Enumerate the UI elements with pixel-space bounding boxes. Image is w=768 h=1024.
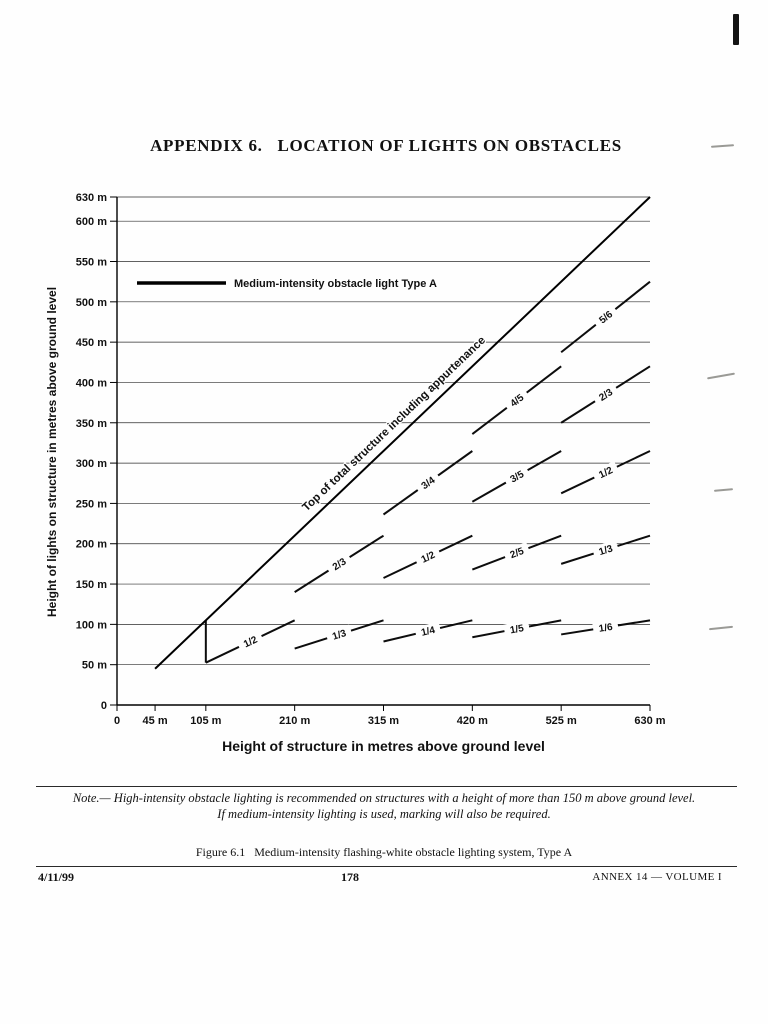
fraction-label: 3/5 bbox=[502, 464, 531, 489]
figure-caption: Figure 6.1 Medium-intensity flashing-whi… bbox=[195, 845, 573, 859]
fraction-label: 2/3 bbox=[325, 551, 354, 577]
y-tick-label: 200 m bbox=[76, 539, 107, 551]
x-tick-label: 630 m bbox=[634, 715, 665, 727]
y-tick-label: 550 m bbox=[76, 257, 107, 269]
x-tick-label: 210 m bbox=[279, 715, 310, 727]
svg-text:Top of total structure includi: Top of total structure including appurte… bbox=[300, 334, 488, 514]
scan-ink-mark bbox=[733, 14, 739, 45]
y-tick-label: 500 m bbox=[76, 297, 107, 309]
note-line-2: If medium-intensity lighting is used, ma… bbox=[217, 806, 551, 821]
fraction-label: 3/4 bbox=[413, 470, 442, 496]
footer-divider bbox=[36, 866, 737, 867]
svg-text:1/3: 1/3 bbox=[331, 628, 348, 643]
x-axis-label: Height of structure in metres above grou… bbox=[222, 738, 545, 754]
x-tick-label: 525 m bbox=[546, 715, 577, 727]
figure-6-1-chart: 0 50 m 100 m 150 m 200 m 250 m 300 m 350 m 400 m… bbox=[76, 192, 666, 727]
y-tick-label: 50 m bbox=[82, 660, 107, 672]
y-tick-label: 100 m bbox=[76, 619, 107, 631]
y-tick-label: 400 m bbox=[76, 377, 107, 389]
x-tick-label: 420 m bbox=[457, 715, 488, 727]
svg-text:1/5: 1/5 bbox=[509, 623, 525, 636]
structure-line-label: Top of total structure including appurte… bbox=[299, 333, 489, 515]
y-tick-label: 350 m bbox=[76, 418, 107, 430]
footer-document-title: ANNEX 14 — VOLUME I bbox=[592, 871, 722, 883]
svg-text:1/6: 1/6 bbox=[598, 622, 614, 635]
note-text: Note.— High-intensity obstacle lighting … bbox=[20, 791, 748, 822]
y-tick-label: 450 m bbox=[76, 337, 107, 349]
fraction-label: 4/5 bbox=[502, 387, 531, 413]
structure-line bbox=[154, 196, 651, 670]
chart-axes: 0 50 m 100 m 150 m 200 m 250 m 300 m 350 m 400 m… bbox=[76, 192, 666, 727]
svg-text:1/4: 1/4 bbox=[420, 625, 436, 639]
y-tick-label: 300 m bbox=[76, 458, 107, 470]
legend-label: Medium-intensity obstacle light Type A bbox=[234, 278, 437, 290]
footer-date: 4/11/99 bbox=[38, 870, 75, 884]
fraction-label: 1/2 bbox=[591, 460, 620, 484]
fraction-label: 1/3 bbox=[591, 539, 620, 560]
footer-page-number: 178 bbox=[341, 870, 359, 884]
y-tick-label: 0 bbox=[101, 700, 107, 712]
fraction-label: 1/6 bbox=[592, 619, 619, 636]
fraction-label: 1/2 bbox=[236, 630, 265, 653]
fraction-label: 1/2 bbox=[413, 545, 442, 569]
y-tick-label: 250 m bbox=[76, 498, 107, 510]
fraction-label: 1/5 bbox=[503, 620, 531, 638]
chart-legend: Medium-intensity obstacle light Type A bbox=[137, 278, 437, 290]
fraction-label: 1/3 bbox=[325, 624, 353, 645]
note-divider bbox=[36, 786, 737, 787]
fraction-label: 5/6 bbox=[591, 304, 620, 330]
x-tick-label: 0 bbox=[114, 715, 120, 727]
fraction-label: 2/5 bbox=[502, 542, 531, 564]
fraction-label: 1/4 bbox=[414, 621, 442, 641]
x-tick-label: 105 m bbox=[190, 715, 221, 727]
chart-gridlines bbox=[117, 196, 650, 666]
svg-text:1/3: 1/3 bbox=[598, 543, 615, 558]
x-tick-label: 315 m bbox=[368, 715, 399, 727]
fraction-label: 2/3 bbox=[591, 382, 620, 407]
y-tick-label: 150 m bbox=[76, 579, 107, 591]
light-level-segments: 1/2 1/3 2/3 1/4 1/2 3/4 1/5 2/5 3/5 4/5 1/6 1/3 1/2 2… bbox=[204, 280, 651, 664]
page-title: APPENDIX 6. LOCATION OF LIGHTS ON OBSTAC… bbox=[150, 136, 622, 155]
y-tick-label: 630 m bbox=[76, 192, 107, 204]
x-tick-label: 45 m bbox=[143, 715, 168, 727]
note-line-1: Note.— High-intensity obstacle lighting … bbox=[72, 791, 696, 805]
svg-text:2/5: 2/5 bbox=[509, 546, 526, 561]
y-tick-label: 600 m bbox=[76, 216, 107, 228]
